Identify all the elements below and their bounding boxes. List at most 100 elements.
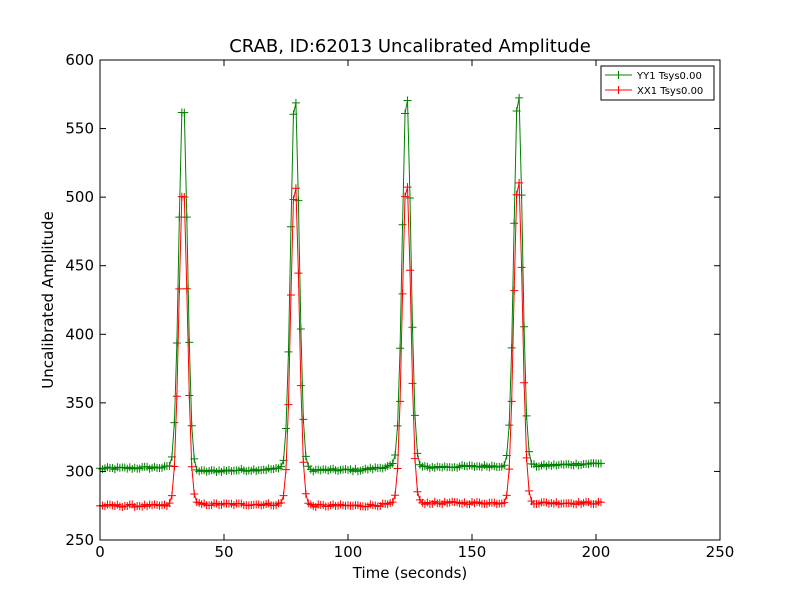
y-tick-label: 550	[65, 120, 94, 138]
data-point	[522, 453, 531, 462]
data-point	[596, 498, 605, 507]
data-point	[286, 222, 295, 231]
legend-label: XX1 Tsys0.00	[637, 86, 703, 97]
data-point	[165, 461, 174, 470]
data-point	[403, 183, 412, 192]
data-point	[408, 379, 417, 388]
y-tick-label: 300	[65, 462, 94, 480]
data-point	[507, 397, 516, 406]
data-point	[413, 487, 422, 496]
data-point	[185, 391, 194, 400]
y-tick-label: 450	[65, 257, 94, 275]
data-point	[301, 489, 310, 498]
data-point	[388, 498, 397, 507]
x-tick-label: 100	[334, 543, 363, 561]
data-point	[170, 462, 179, 471]
data-point	[284, 400, 293, 409]
legend-marker	[614, 86, 623, 94]
data-point	[596, 459, 605, 468]
x-tick-label: 250	[706, 543, 735, 561]
data-point	[182, 213, 191, 222]
data-point	[388, 459, 397, 468]
x-axis: 0 50 100 150 200 250	[95, 60, 734, 561]
data-point	[187, 462, 196, 471]
data-point	[507, 343, 516, 352]
data-point	[299, 415, 308, 424]
data-point	[520, 378, 529, 387]
data-point	[167, 491, 176, 500]
data-point	[296, 381, 305, 390]
data-point	[170, 418, 179, 427]
data-point	[291, 98, 300, 107]
data-point	[515, 93, 524, 102]
plot-area	[96, 59, 721, 541]
legend-box	[600, 65, 715, 101]
data-point	[175, 213, 184, 222]
data-point	[190, 490, 199, 499]
data-point	[279, 491, 288, 500]
data-point	[401, 192, 410, 201]
series-yy1	[96, 93, 605, 476]
data-point	[165, 499, 174, 508]
data-point	[277, 498, 286, 507]
data-point	[403, 96, 412, 105]
data-point	[505, 465, 514, 474]
x-axis-title: Time (seconds)	[352, 564, 468, 582]
data-point	[282, 424, 290, 433]
data-point	[294, 196, 303, 205]
data-point	[185, 338, 194, 347]
data-point	[289, 195, 298, 204]
data-point	[291, 184, 300, 193]
data-point	[187, 421, 196, 430]
plot-frame	[99, 59, 721, 541]
data-point	[522, 411, 531, 420]
data-point	[517, 263, 526, 272]
data-point	[296, 324, 305, 333]
data-point	[182, 284, 191, 293]
data-point	[398, 289, 407, 298]
y-tick-label: 600	[65, 51, 94, 69]
series-xx1	[96, 178, 605, 511]
y-axis: 250 300 350 400 450 500 550 600	[65, 51, 720, 549]
data-point	[512, 107, 521, 116]
data-point	[282, 465, 290, 474]
legend: YY1 Tsys0.00 XX1 Tsys0.00	[600, 65, 715, 101]
data-point	[277, 462, 286, 471]
series-layer	[96, 93, 605, 511]
data-point	[406, 266, 414, 275]
data-point	[172, 338, 181, 347]
chart-title: CRAB, ID:62013 Uncalibrated Amplitude	[229, 36, 591, 57]
data-point	[406, 193, 414, 202]
data-point	[512, 190, 521, 199]
data-point	[502, 491, 511, 500]
data-point	[510, 286, 519, 295]
y-tick-label: 350	[65, 394, 94, 412]
data-point	[391, 491, 400, 500]
x-tick-label: 150	[458, 543, 487, 561]
data-point	[401, 109, 410, 118]
data-point	[289, 110, 298, 119]
data-point	[408, 323, 417, 332]
data-point	[410, 454, 419, 463]
data-point	[510, 219, 519, 228]
data-point	[410, 411, 419, 420]
data-point	[393, 421, 402, 430]
data-point	[286, 291, 295, 300]
data-point	[180, 108, 189, 117]
data-point	[396, 397, 405, 406]
x-tick-label: 0	[95, 543, 105, 561]
y-tick-label: 250	[65, 531, 94, 549]
data-point	[175, 284, 184, 293]
legend-marker	[614, 71, 623, 79]
data-point	[393, 464, 402, 473]
data-point	[515, 178, 524, 187]
data-point	[500, 461, 509, 470]
data-point	[299, 458, 308, 467]
x-tick-label: 200	[582, 543, 611, 561]
x-tick-label: 50	[214, 543, 233, 561]
y-tick-label: 400	[65, 325, 94, 343]
data-point	[294, 269, 303, 278]
y-axis-title: Uncalibrated Amplitude	[39, 211, 57, 388]
data-point	[396, 344, 405, 353]
plot-background	[100, 60, 720, 540]
